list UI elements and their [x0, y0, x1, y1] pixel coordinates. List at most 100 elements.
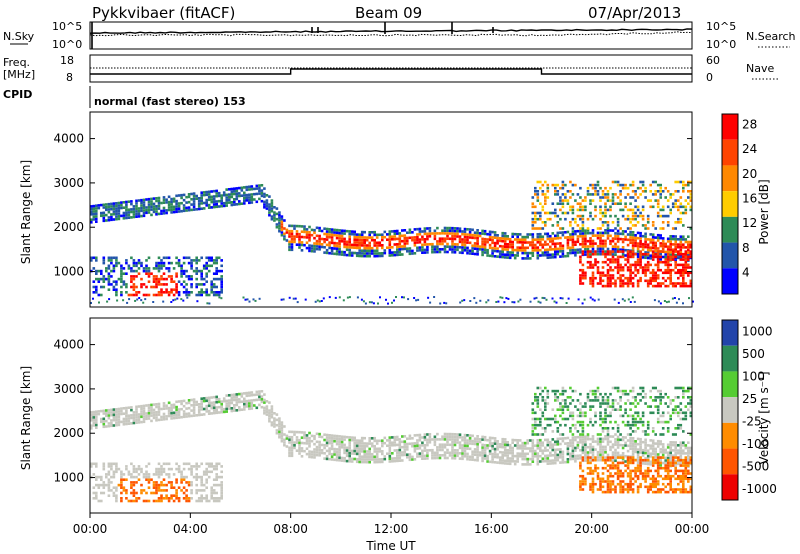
colorbar-frame	[721, 113, 739, 295]
power-cell	[170, 197, 173, 201]
power-cell	[586, 229, 590, 232]
velocity-cell	[604, 402, 607, 405]
power-cell	[433, 237, 437, 241]
power-cell	[122, 267, 126, 270]
velocity-cell	[606, 480, 610, 483]
power-cell	[381, 238, 384, 242]
power-cell	[639, 263, 642, 267]
velocity-cell	[624, 411, 627, 415]
power-cell	[669, 258, 672, 261]
power-cell	[112, 280, 116, 283]
power-cell	[677, 243, 680, 246]
power-cell	[107, 288, 111, 291]
velocity-cell	[539, 444, 542, 447]
power-cell	[679, 205, 683, 209]
velocity-cell	[102, 417, 106, 421]
velocity-cell	[238, 408, 241, 412]
power-cell	[115, 209, 118, 213]
power-cell	[275, 225, 279, 229]
power-cell	[581, 205, 585, 209]
power-cell	[433, 250, 437, 254]
velocity-cell	[626, 444, 630, 448]
power-cell	[629, 236, 632, 239]
velocity-cell	[574, 457, 577, 460]
power-cell	[280, 217, 284, 221]
power-cell	[669, 248, 672, 251]
power-cell	[451, 250, 454, 254]
power-cell	[426, 235, 429, 238]
power-cell	[569, 249, 572, 252]
power-cell	[636, 196, 640, 199]
power-cell	[348, 246, 351, 249]
velocity-cell	[320, 443, 324, 447]
velocity-cell	[383, 457, 387, 461]
power-cell	[677, 205, 680, 209]
velocity-cell	[205, 494, 208, 497]
velocity-cell	[115, 415, 118, 419]
velocity-cell	[626, 490, 630, 494]
velocity-cell	[426, 433, 429, 436]
power-cell	[641, 252, 645, 256]
power-cell	[135, 285, 138, 289]
velocity-cell	[466, 439, 469, 442]
power-cell	[192, 269, 196, 273]
velocity-cell	[581, 482, 585, 486]
velocity-cell	[260, 398, 264, 401]
power-cell	[456, 232, 459, 236]
velocity-cell	[130, 416, 133, 420]
power-cell	[155, 261, 158, 265]
power-cell	[594, 258, 597, 261]
velocity-cell	[416, 452, 419, 456]
power-cell	[150, 208, 153, 211]
power-cell	[225, 199, 228, 202]
power-cell	[657, 300, 660, 303]
velocity-cell	[373, 439, 376, 443]
power-cell	[170, 261, 173, 265]
power-cell	[591, 271, 595, 275]
power-cell	[463, 243, 467, 247]
power-cell	[195, 285, 198, 289]
velocity-cell	[353, 444, 356, 447]
velocity-cell	[629, 447, 632, 450]
power-cell	[190, 261, 193, 265]
velocity-cell	[238, 400, 241, 404]
power-cell	[581, 245, 585, 249]
velocity-cell	[446, 435, 449, 438]
velocity-cell	[544, 408, 547, 411]
power-cell	[523, 249, 527, 252]
freq-left-label-2: [MHz]	[3, 68, 35, 81]
velocity-cell	[275, 423, 279, 427]
power-cell	[682, 243, 685, 246]
power-cell	[258, 297, 261, 300]
power-cell	[511, 243, 514, 246]
power-cell	[561, 180, 565, 184]
velocity-cell	[137, 421, 141, 424]
power-cell	[207, 190, 211, 194]
velocity-cell	[544, 386, 547, 390]
power-cell	[408, 249, 412, 253]
velocity-cell	[187, 399, 191, 402]
power-cell	[654, 190, 657, 193]
power-cell	[463, 241, 467, 244]
velocity-cell	[355, 452, 359, 456]
velocity-cell	[554, 392, 557, 396]
velocity-cell	[581, 433, 585, 436]
velocity-cell	[456, 433, 459, 436]
power-cell	[197, 259, 201, 262]
velocity-cell	[453, 443, 457, 447]
power-cell	[684, 183, 688, 187]
power-cell	[451, 245, 454, 249]
velocity-cell	[549, 440, 552, 444]
power-cell	[529, 257, 532, 260]
power-cell	[426, 237, 429, 241]
power-cell	[155, 199, 158, 203]
velocity-cell	[240, 408, 244, 411]
velocity-cell	[205, 499, 208, 503]
velocity-cell	[521, 449, 524, 453]
power-cell	[95, 256, 98, 260]
power-cell	[636, 279, 640, 283]
power-cell	[561, 183, 565, 187]
power-cell	[644, 266, 647, 269]
velocity-cell	[220, 475, 223, 479]
velocity-cell	[155, 491, 158, 495]
